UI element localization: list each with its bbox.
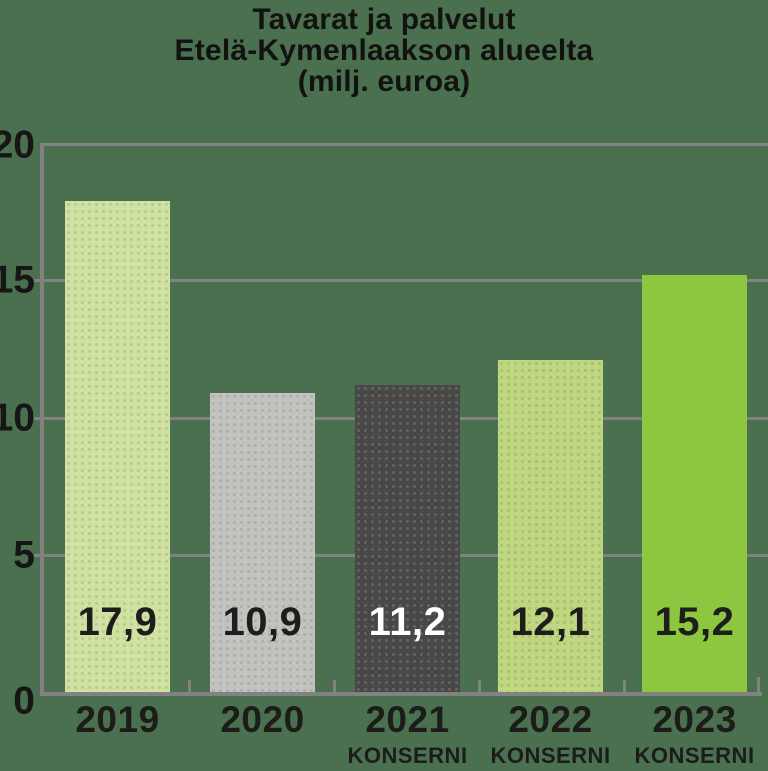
x-tick-label-2020: 2020 <box>220 699 305 740</box>
bar-2020 <box>210 393 315 692</box>
chart-title-line1: Tavarat ja palvelut <box>252 3 516 36</box>
axis-tick-end <box>757 677 760 692</box>
bar-2022 <box>498 360 603 692</box>
gridline-15 <box>34 279 768 283</box>
x-tick-label-2023: 2023 <box>652 699 737 740</box>
bar-2021 <box>355 385 460 692</box>
gridline-20 <box>40 143 768 146</box>
bar-sublabel-2022: KONSERNI <box>490 743 611 768</box>
bar-value-2022: 12,1 <box>510 600 591 644</box>
y-axis-line <box>40 143 44 696</box>
x-tick-label-2022: 2022 <box>508 699 593 740</box>
chart-title-line2: Etelä-Kymenlaakson alueelta <box>174 34 594 67</box>
bar-value-2023: 15,2 <box>654 600 735 644</box>
x-axis-line <box>40 692 762 696</box>
y-tick-label-10: 10 <box>0 396 35 439</box>
axis-tick <box>188 680 191 692</box>
x-tick-label-2019: 2019 <box>75 699 160 740</box>
chart-title-line3: (milj. euroa) <box>297 65 471 98</box>
y-tick-label-5: 5 <box>13 533 35 577</box>
axis-tick <box>333 680 336 692</box>
bar-value-2021: 11,2 <box>368 600 447 644</box>
bar-sublabel-2023: KONSERNI <box>634 743 755 768</box>
y-tick-label-15: 15 <box>0 258 35 302</box>
axis-tick <box>478 680 481 692</box>
chart-title: Tavarat ja palvelut Etelä-Kymenlaakson a… <box>0 4 768 97</box>
bar-2023 <box>642 275 747 692</box>
y-tick-label-20: 20 <box>0 123 35 167</box>
y-tick-label-0: 0 <box>13 679 35 723</box>
bar-value-2019: 17,9 <box>77 600 158 644</box>
plot-area: 20 15 10 5 0 17,9 2019 10,9 2020 11,2 20… <box>0 126 768 767</box>
bar-2019 <box>65 201 170 692</box>
x-tick-label-2021: 2021 <box>365 699 450 740</box>
axis-tick <box>623 680 626 692</box>
bar-sublabel-2021: KONSERNI <box>347 743 468 768</box>
bar-value-2020: 10,9 <box>222 600 303 644</box>
